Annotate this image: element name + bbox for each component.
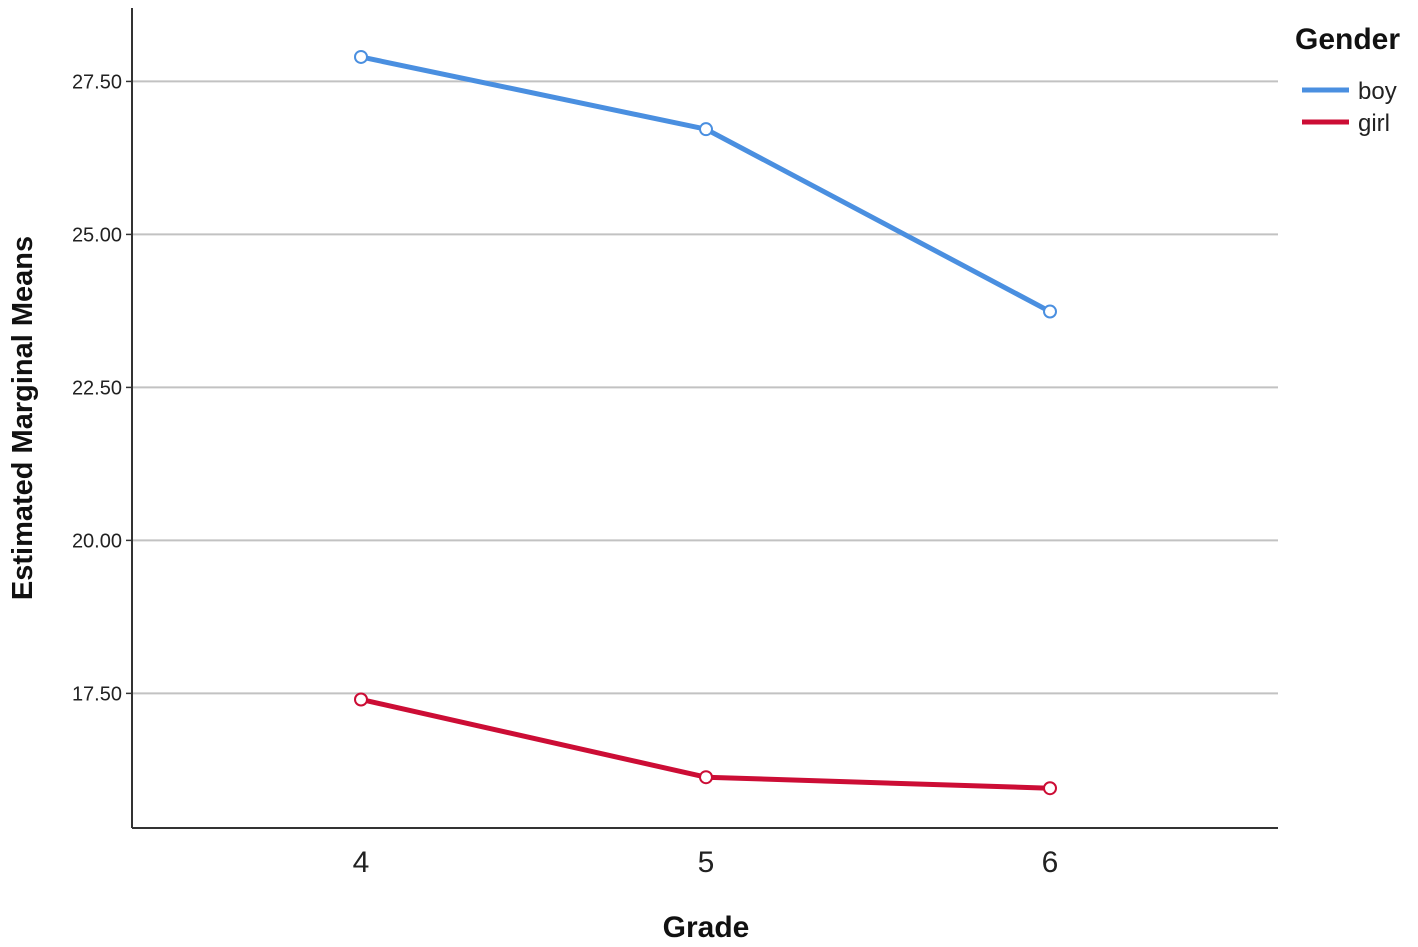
legend-label: girl xyxy=(1358,110,1390,137)
data-point-boy xyxy=(699,122,713,137)
x-tick-label: 5 xyxy=(698,846,715,879)
series-line-boy xyxy=(358,54,1053,315)
legend-item-girl: girl xyxy=(1302,110,1390,137)
y-tick-label: 22.50 xyxy=(72,377,122,399)
data-point-boy xyxy=(354,49,368,64)
legend-title: Gender xyxy=(1295,23,1400,56)
x-tick-label: 4 xyxy=(353,846,370,879)
data-point-girl xyxy=(699,770,713,785)
data-point-girl xyxy=(354,692,368,707)
data-point-boy xyxy=(1043,304,1057,319)
series-girl xyxy=(354,692,1057,796)
y-axis-title: Estimated Marginal Means xyxy=(7,236,39,600)
y-tick-label: 25.00 xyxy=(72,224,122,246)
x-tick-labels: 4 5 6 xyxy=(353,846,1059,879)
legend: Gender boy girl xyxy=(1295,23,1400,137)
x-tick-label: 6 xyxy=(1042,846,1059,879)
y-tick-labels: 17.50 20.00 22.50 25.00 27.50 xyxy=(72,71,132,705)
data-point-girl xyxy=(1043,781,1057,796)
series-boy xyxy=(354,49,1057,319)
gridlines xyxy=(132,80,1278,695)
y-tick-label: 20.00 xyxy=(72,530,122,552)
legend-label: boy xyxy=(1358,78,1397,105)
y-tick-label: 27.50 xyxy=(72,71,122,93)
legend-item-boy: boy xyxy=(1302,78,1397,105)
axes xyxy=(131,8,1278,829)
series-lines xyxy=(354,49,1057,796)
legend-items: boy girl xyxy=(1302,78,1397,137)
y-tick-label: 17.50 xyxy=(72,683,122,705)
x-axis-title: Grade xyxy=(663,911,750,944)
